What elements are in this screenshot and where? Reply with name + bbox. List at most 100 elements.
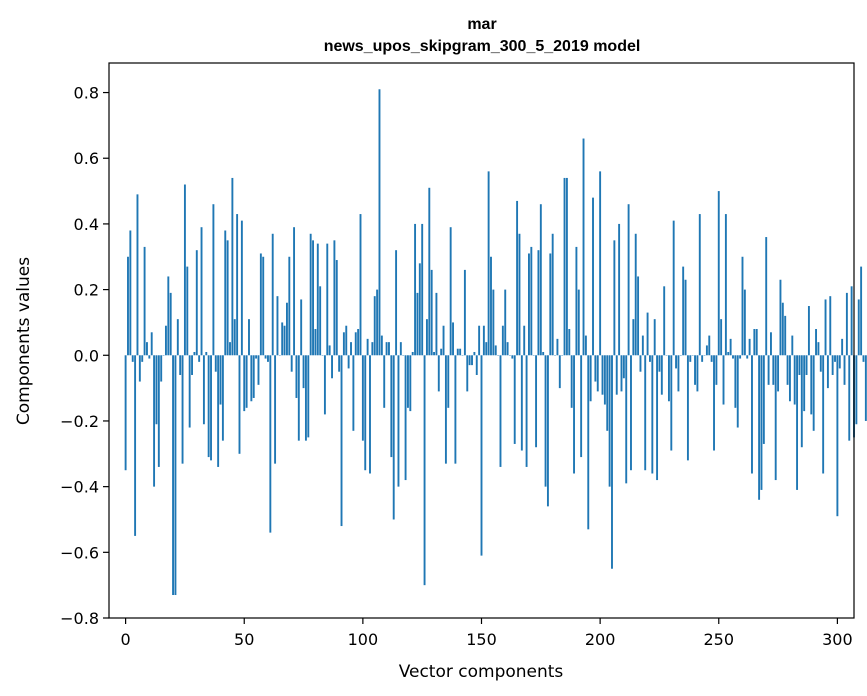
bar-297 (829, 296, 832, 356)
bar-154 (490, 256, 492, 356)
bar-29 (193, 351, 196, 356)
bar-173 (535, 355, 538, 448)
x-tick-label: 150 (466, 630, 497, 649)
bar-180 (551, 233, 554, 356)
bar-220 (646, 312, 649, 356)
bar-283 (796, 355, 799, 490)
bar-24 (181, 355, 184, 464)
bar-45 (231, 177, 234, 356)
bar-295 (824, 299, 827, 356)
bar-47 (236, 214, 239, 356)
y-tick-label: −0.4 (60, 478, 99, 497)
y-axis-ticks: 0.8 0.6 0.4 0.2 0.0 −0.2 −0.4 −0.6 −0.8 (60, 84, 109, 628)
bar-167 (520, 355, 523, 451)
bar-17 (164, 325, 167, 356)
bar-179 (549, 253, 552, 356)
bar-277 (781, 302, 784, 356)
bar-40 (219, 355, 222, 405)
bar-262 (746, 355, 749, 359)
bar-8 (143, 246, 146, 356)
bar-188 (570, 355, 573, 408)
bar-80 (314, 329, 317, 356)
bar-216 (637, 276, 640, 356)
bar-78 (309, 233, 312, 356)
bar-0 (124, 355, 127, 471)
bar-266 (755, 329, 758, 356)
bar-158 (499, 355, 502, 467)
bar-282 (793, 355, 796, 405)
bar-238 (689, 355, 692, 362)
bar-279 (786, 355, 789, 385)
bar-285 (800, 355, 803, 448)
bar-135 (444, 355, 447, 464)
bar-148 (475, 355, 478, 375)
bar-134 (442, 325, 445, 356)
bar-214 (632, 319, 635, 356)
bar-192 (580, 355, 583, 458)
bar-13 (155, 355, 158, 425)
bar-215 (634, 233, 637, 356)
bar-42 (224, 230, 227, 356)
bar-101 (364, 355, 367, 471)
bar-22 (176, 319, 179, 356)
bar-293 (819, 355, 822, 372)
bar-306 (850, 286, 853, 356)
bar-4 (134, 355, 137, 536)
bar-226 (660, 355, 663, 395)
bar-190 (575, 246, 578, 356)
bar-149 (478, 325, 481, 356)
bar-75 (302, 355, 305, 389)
bar-132 (437, 355, 440, 392)
bar-198 (594, 355, 597, 382)
bar-123 (416, 292, 419, 356)
bar-51 (245, 355, 248, 408)
bar-289 (810, 355, 813, 415)
bar-170 (528, 253, 530, 356)
bar-166 (518, 233, 521, 356)
bar-223 (653, 319, 656, 356)
bar-160 (504, 289, 507, 356)
bar-58 (262, 256, 265, 356)
bar-281 (791, 335, 794, 356)
bar-119 (407, 355, 409, 408)
bar-99 (359, 214, 362, 356)
bar-136 (447, 355, 450, 408)
bar-57 (259, 253, 262, 356)
bar-245 (705, 345, 708, 356)
bar-48 (238, 355, 241, 454)
bar-92 (342, 332, 345, 356)
bar-155 (492, 289, 495, 356)
bar-153 (487, 171, 490, 356)
bar-133 (440, 348, 443, 356)
bar-308 (855, 355, 858, 425)
y-tick-label: 0.0 (74, 346, 99, 365)
bar-221 (649, 355, 651, 362)
bar-41 (221, 355, 224, 441)
bar-177 (544, 355, 547, 487)
bar-21 (174, 355, 177, 596)
bar-272 (770, 332, 772, 356)
bar-113 (392, 355, 395, 520)
x-tick-label: 250 (703, 630, 734, 649)
bar-290 (812, 355, 815, 431)
bar-125 (421, 223, 424, 356)
bar-260 (741, 256, 744, 356)
bar-60 (267, 355, 269, 362)
bar-206 (613, 240, 616, 356)
bar-28 (191, 355, 193, 375)
bar-74 (300, 299, 303, 356)
bar-62 (271, 233, 274, 356)
bar-196 (589, 355, 592, 402)
bar-210 (622, 355, 625, 379)
bar-251 (720, 319, 723, 356)
bar-258 (736, 355, 739, 428)
bar-93 (345, 325, 348, 356)
bar-46 (233, 319, 236, 356)
bar-25 (183, 184, 186, 356)
bar-77 (307, 355, 310, 438)
x-tick-label: 200 (585, 630, 616, 649)
bar-120 (409, 355, 412, 412)
bar-39 (217, 355, 220, 467)
bar-230 (670, 355, 673, 451)
bar-43 (226, 240, 229, 356)
